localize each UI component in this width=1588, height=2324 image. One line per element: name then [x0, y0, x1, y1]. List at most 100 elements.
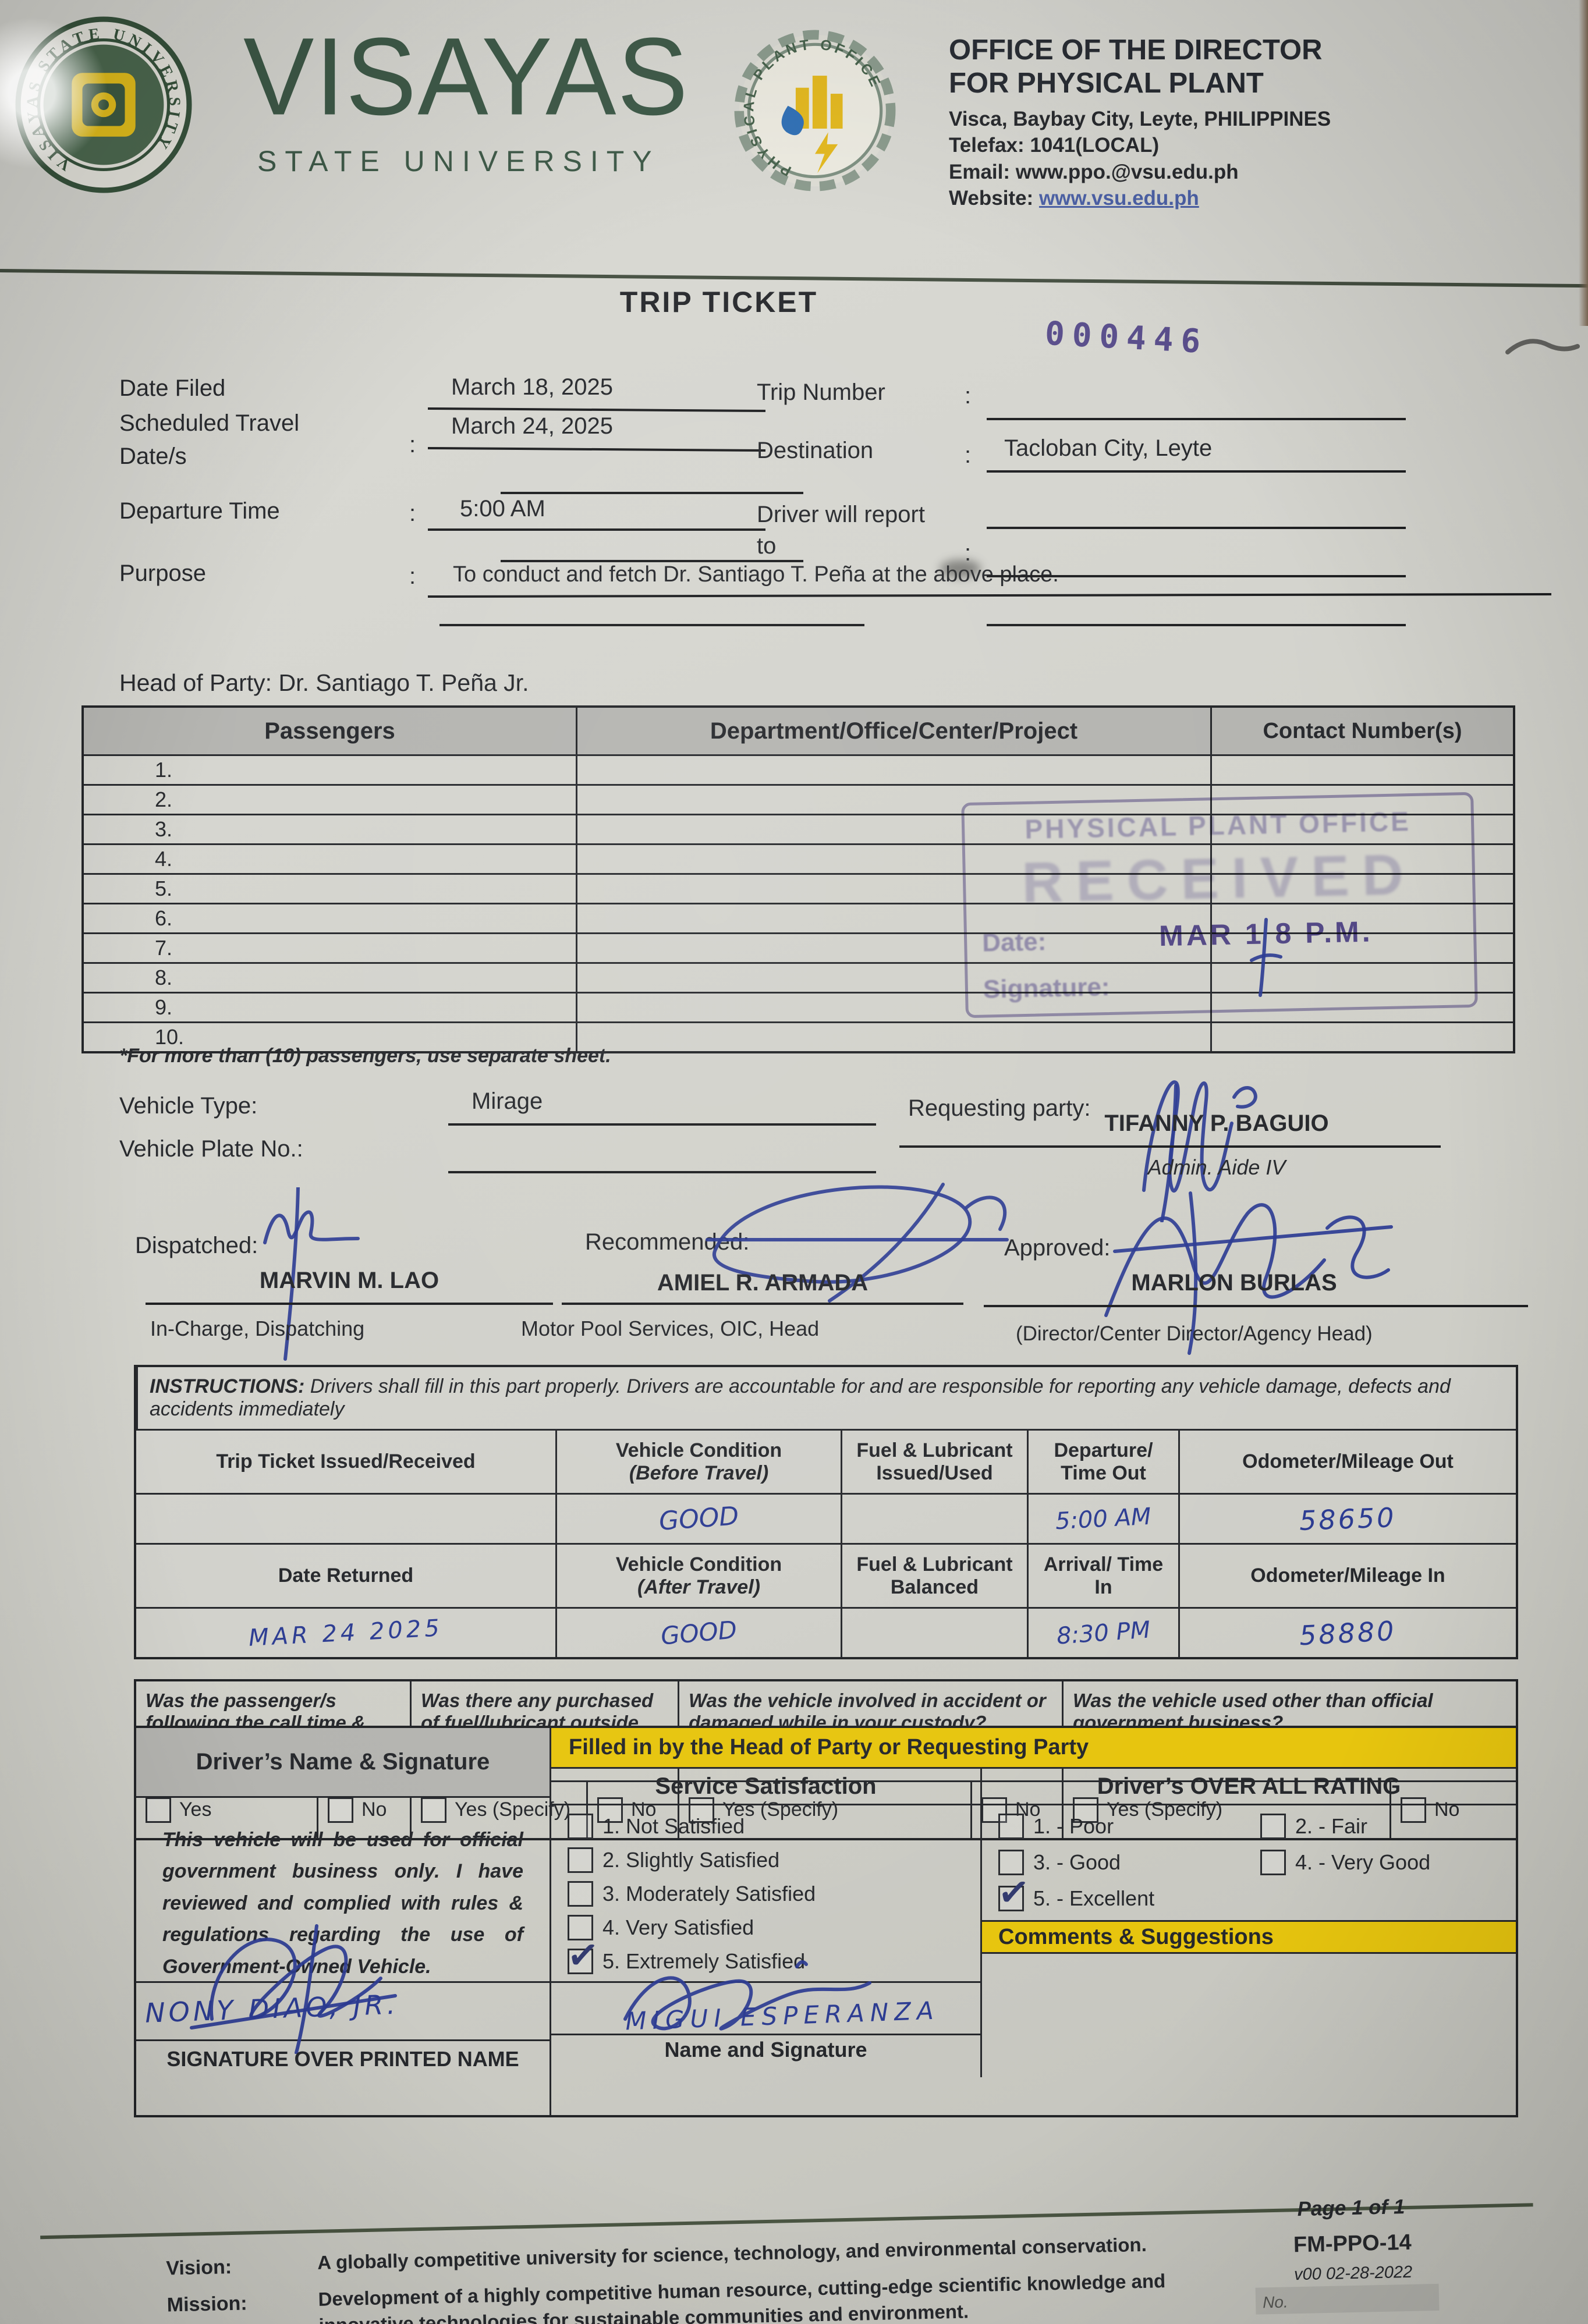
service-item: 3. Moderately Satisfied — [551, 1877, 980, 1911]
checkbox-icon — [568, 1949, 593, 1974]
approved-line — [984, 1305, 1528, 1307]
table-row: 8. — [84, 962, 576, 992]
vehicle-type-label: Vehicle Type: — [119, 1093, 258, 1119]
checkbox-icon — [998, 1814, 1024, 1839]
col-header-fuel-balanced: Fuel & Lubricant Balanced — [841, 1543, 1027, 1607]
department-col-header: Department/Office/Center/Project — [576, 708, 1210, 754]
pen-mark — [1505, 339, 1580, 354]
table-row: 7. — [84, 932, 576, 962]
form-number-box: No. — [1255, 2283, 1440, 2315]
office-telefax: Telefax: 1041(LOCAL) — [949, 134, 1160, 157]
time-in-value: 8:30 PM — [1027, 1607, 1178, 1657]
university-wordmark: VISAYAS — [243, 14, 689, 139]
mission-text: Development of a highly competitive huma… — [318, 2270, 1166, 2324]
comments-header: Comments & Suggestions — [982, 1920, 1516, 1954]
instructions-text: INSTRUCTIONS: Drivers shall fill in this… — [136, 1367, 1516, 1429]
party-section-header: Filled in by the Head of Party or Reques… — [551, 1728, 1516, 1769]
rating-list: 1. - Poor 2. - Fair 3. - Good 4. - Very … — [982, 1809, 1516, 1915]
service-item: 1. Not Satisfied — [551, 1809, 980, 1843]
head-of-party: Head of Party: Dr. Santiago T. Peña Jr. — [119, 669, 529, 696]
contact-col-header: Contact Number(s) — [1210, 708, 1513, 754]
mission-label: Mission: — [166, 2292, 248, 2316]
driver-signature-caption: SIGNATURE OVER PRINTED NAME — [166, 2047, 519, 2071]
destination-line — [987, 470, 1406, 473]
office-title-line2: FOR PHYSICAL PLANT — [949, 67, 1264, 99]
checkbox-icon — [568, 1847, 593, 1873]
checkbox-icon — [568, 1814, 593, 1839]
received-stamp-office: PHYSICAL PLANT OFFICE — [1025, 806, 1412, 845]
vehicle-type-line — [448, 1123, 876, 1126]
col-header-fuel-issued: Fuel & Lubricant Issued/Used — [841, 1429, 1027, 1493]
vision-label: Vision: — [165, 2256, 232, 2280]
purpose-label: Purpose — [119, 560, 206, 586]
purpose-colon: : — [409, 563, 416, 589]
dispatched-name: MARVIN M. LAO — [259, 1268, 439, 1293]
table-row: 2. — [84, 784, 576, 814]
date-returned-value: MAR 24 2025 — [136, 1607, 555, 1657]
scheduled-travel-value: March 24, 2025 — [451, 413, 613, 439]
vsu-seal-logo: VISAYAS STATE UNIVERSITY — [15, 16, 192, 193]
vehicle-plate-label: Vehicle Plate No.: — [119, 1136, 303, 1162]
approved-name: MARLON BURLAS — [1131, 1270, 1337, 1296]
dispatched-role: In-Charge, Dispatching — [150, 1317, 365, 1340]
page-title: TRIP TICKET — [619, 286, 818, 318]
departure-time-label: Departure Time — [119, 498, 280, 524]
form-number-label: No. — [1262, 2293, 1289, 2312]
date-filed-line — [427, 407, 766, 413]
office-website-link: www.vsu.edu.ph — [1038, 187, 1199, 210]
instructions-body: Drivers shall fill in this part properly… — [150, 1375, 1451, 1420]
office-title-line1: OFFICE OF THE DIRECTOR — [949, 34, 1323, 66]
table-row: 4. — [84, 843, 576, 873]
col-header-odometer-in: Odometer/Mileage In — [1178, 1543, 1516, 1607]
office-website-label: Website: — [949, 187, 1039, 210]
recommended-role: Motor Pool Services, OIC, Head — [521, 1317, 820, 1340]
office-email: Email: www.ppo.@vsu.edu.ph — [949, 160, 1239, 183]
odometer-out-value: 58650 — [1178, 1493, 1516, 1543]
time-out-value: 5:00 AM — [1027, 1493, 1178, 1543]
condition-after-value: GOOD — [555, 1607, 841, 1657]
ppo-logo: PHYSICAL PLANT OFFICE — [734, 30, 896, 191]
col-header-condition-after: Vehicle Condition (After Travel) — [555, 1543, 841, 1607]
table-row: 5. — [84, 873, 576, 903]
received-stamp: PHYSICAL PLANT OFFICE RECEIVED Date: MAR… — [961, 792, 1478, 1019]
service-item: 2. Slightly Satisfied — [551, 1843, 980, 1877]
stamp-pen-mark — [1250, 918, 1282, 997]
checkbox-icon — [1260, 1850, 1286, 1875]
university-wordmark-sub: STATE UNIVERSITY — [257, 145, 660, 178]
approved-role: (Director/Center Director/Agency Head) — [1016, 1322, 1373, 1345]
date-filed-label: Date Filed — [119, 375, 226, 401]
checkbox-icon — [998, 1886, 1024, 1911]
trip-number-line — [987, 418, 1406, 420]
signature-recommended — [706, 1183, 1009, 1303]
driver-report-label2: to — [757, 533, 777, 559]
received-stamp-word: RECEIVED — [1021, 842, 1417, 915]
odometer-in-value: 58880 — [1178, 1607, 1516, 1657]
footer: Vision: A globally competitive universit… — [0, 2161, 1588, 2324]
bottom-section: Driver’s Name & Signature Filled in by t… — [134, 1726, 1518, 2117]
driver-section-header: Driver’s Name & Signature — [136, 1728, 550, 1798]
checkbox-icon — [568, 1881, 593, 1907]
table-row: 1. — [84, 754, 576, 784]
form-version: v00 02-28-2022 — [1293, 2262, 1413, 2284]
destination-value: Tacloban City, Leyte — [1004, 435, 1213, 461]
destination-label: Destination — [757, 438, 874, 463]
scheduled-travel-label2: Date/s — [119, 443, 187, 469]
recommended-line — [562, 1303, 963, 1305]
blank-line-1 — [501, 492, 803, 494]
trip-number-label: Trip Number — [757, 379, 885, 405]
departure-time-line — [428, 528, 765, 531]
condition-before-value: GOOD — [555, 1493, 841, 1543]
blank-line-5 — [987, 624, 1406, 626]
rating-item: 1. - Poor — [982, 1809, 1244, 1843]
service-satisfaction-title: Service Satisfaction — [655, 1773, 877, 1799]
blank-line-3 — [439, 624, 864, 626]
departure-time-value: 5:00 AM — [460, 496, 545, 521]
photo-edge — [1579, 0, 1588, 326]
page-indicator: Page 1 of 1 — [1297, 2195, 1405, 2221]
col-header-trip-ticket: Trip Ticket Issued/Received — [136, 1429, 555, 1493]
service-item: 4. Very Satisfied — [551, 1911, 980, 1945]
rating-item: 4. - Very Good — [1244, 1846, 1506, 1879]
rating-title: Driver’s OVER ALL RATING — [1097, 1773, 1401, 1799]
passenger-footnote: *For more than (10) passengers, use sepa… — [119, 1045, 611, 1067]
